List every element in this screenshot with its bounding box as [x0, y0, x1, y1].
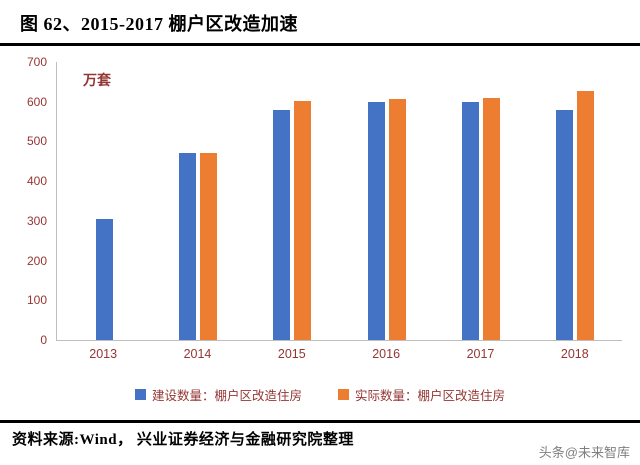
bar-construction-2015: [273, 109, 291, 340]
legend-item-construction: 建设数量：棚户区改造住房: [134, 385, 302, 404]
y-tick-label: 500: [26, 134, 47, 149]
bar-chart: 0 100 200 300 400 500 600 700 万套 2013 2014 2015 20…: [0, 46, 640, 404]
unit-label: 万套: [83, 72, 111, 88]
x-axis-label: 2015: [277, 347, 306, 361]
bar-actual-2015: [294, 101, 312, 340]
x-axis-label: 2014: [183, 347, 212, 361]
x-axis-label: 2016: [372, 347, 401, 361]
bar-construction-2014: [179, 153, 197, 340]
bar-group-2016: [340, 62, 434, 340]
legend-swatch-construction: [134, 389, 146, 400]
bar-construction-2013: [95, 219, 113, 340]
bar-group-2014: [151, 62, 245, 340]
x-axis-label: 2013: [89, 347, 118, 361]
bar-actual-2014: [200, 153, 218, 340]
bar-construction-2017: [461, 101, 479, 340]
legend-label-construction: 建设数量：棚户区改造住房: [151, 389, 302, 403]
y-tick-label: 100: [26, 293, 47, 308]
bar-construction-2018: [555, 109, 573, 340]
bar-actual-2018: [576, 91, 594, 340]
page-title: 图 62、2015-2017 棚户区改造加速: [20, 14, 298, 34]
bar-group-2017: [434, 62, 528, 340]
y-tick-label: 700: [26, 55, 47, 69]
y-tick-label: 0: [40, 333, 47, 347]
bar-group-2018: [528, 62, 622, 340]
y-axis: 0 100 200 300 400 500 600 700: [10, 55, 56, 347]
bar-construction-2016: [367, 101, 385, 340]
title-block: 图 62、2015-2017 棚户区改造加速: [0, 0, 640, 46]
source-note: 资料来源:Wind， 兴业证券经济与金融研究院整理: [0, 420, 640, 449]
y-tick-label: 400: [26, 174, 47, 189]
x-axis-label: 2017: [466, 347, 495, 361]
y-tick-label: 300: [26, 213, 47, 228]
legend-item-actual: 实际数量：棚户区改造住房: [338, 385, 505, 404]
y-tick-label: 200: [26, 253, 47, 268]
bar-group-2015: [245, 62, 339, 340]
plot-area: 万套: [56, 62, 622, 341]
legend: 建设数量：棚户区改造住房 实际数量：棚户区改造住房: [0, 385, 640, 404]
bar-actual-2017: [482, 98, 500, 340]
x-axis-label: 2018: [560, 347, 589, 361]
legend-swatch-actual: [338, 389, 349, 400]
x-axis: 2013 2014 2015 2016 2017 2018: [56, 347, 622, 361]
bar-group-2013: [57, 62, 151, 340]
legend-label-actual: 实际数量：棚户区改造住房: [355, 389, 506, 403]
y-tick-label: 600: [26, 94, 47, 109]
watermark: 头条@未来智库: [538, 445, 630, 460]
bar-actual-2016: [388, 99, 406, 340]
